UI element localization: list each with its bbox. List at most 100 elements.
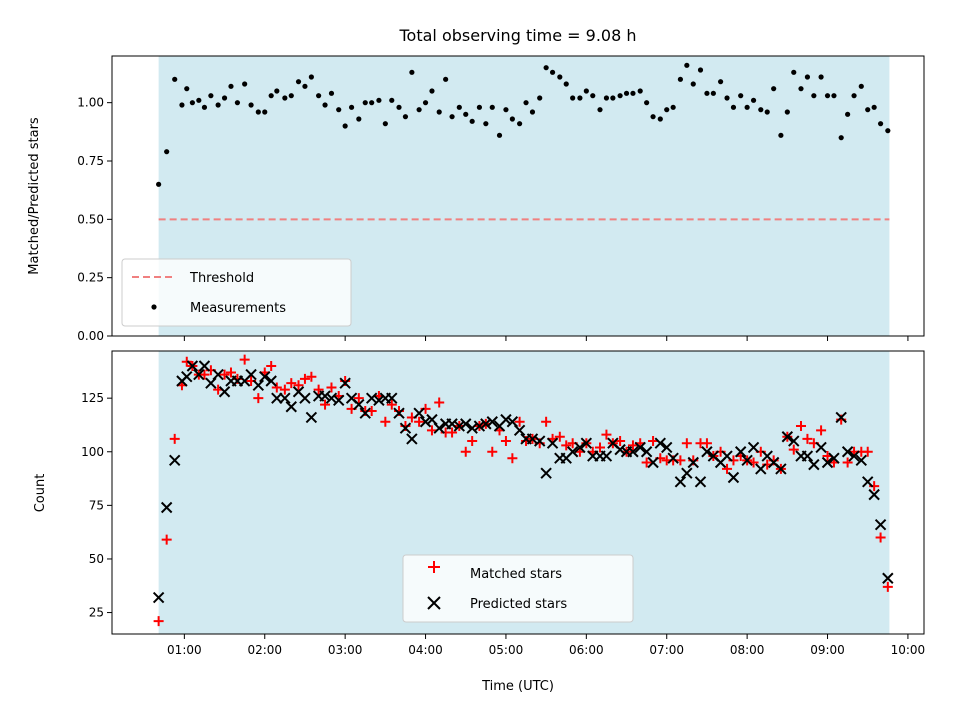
matched-star-point — [306, 371, 317, 382]
measurement-point — [295, 79, 302, 85]
ratio-plot-frame — [111, 55, 925, 337]
matched-star-point — [701, 438, 712, 449]
measurement-point — [563, 81, 569, 87]
predicted-star-point — [181, 371, 193, 383]
predicted-star-point — [299, 392, 311, 404]
measurement-point — [268, 93, 274, 99]
matched-star-point — [293, 380, 304, 391]
measurement-point — [221, 95, 228, 101]
measurement-point — [164, 149, 170, 155]
matched-star-point — [507, 453, 518, 464]
matched-star-point — [601, 429, 612, 440]
measurement-point — [549, 69, 556, 75]
matched-star-point — [500, 436, 511, 447]
measurement-point — [583, 88, 589, 94]
measurement-point — [449, 114, 455, 120]
matched-star-point — [875, 532, 886, 543]
measurement-point — [308, 74, 314, 80]
matched-stars-legend-label: Matched stars — [470, 567, 562, 582]
measurement-point — [710, 90, 716, 96]
predicted-star-point — [727, 471, 740, 484]
measurement-point — [871, 104, 877, 110]
matched-star-point — [225, 367, 236, 378]
predicted-star-point — [353, 398, 365, 411]
matched-star-point — [460, 446, 471, 457]
matched-star-point — [434, 397, 445, 408]
measurement-point — [670, 104, 676, 110]
measurement-point — [274, 88, 280, 94]
matched-star-point — [795, 421, 806, 432]
counts-panel: 25 50 75 100 125 01:00 02:00 03:00 04:00 05:00 06… — [33, 350, 925, 694]
predicted-star-point — [855, 454, 867, 467]
predicted-star-point — [701, 446, 713, 458]
predicted-star-point — [500, 413, 512, 426]
measurement-point — [637, 88, 643, 94]
matched-star-point — [561, 440, 572, 451]
matched-star-point — [380, 416, 391, 427]
matched-star-point — [239, 354, 250, 365]
measurement-point — [362, 100, 368, 106]
count-points — [152, 354, 894, 627]
measurement-point — [798, 86, 804, 92]
predicted-star-point — [647, 456, 659, 469]
measurement-point — [764, 109, 770, 115]
measurement-point — [623, 90, 630, 96]
predicted-star-point — [821, 456, 834, 469]
measurement-points — [156, 62, 891, 187]
measurement-point — [750, 97, 757, 103]
predicted-star-point — [574, 441, 586, 454]
predicted-star-point — [741, 454, 753, 467]
matched-star-point — [554, 431, 565, 442]
matched-star-point — [816, 425, 827, 436]
predicted-star-point — [654, 437, 667, 449]
predicted-star-point — [279, 392, 291, 404]
measurement-point — [342, 123, 348, 129]
predicted-star-point — [186, 360, 199, 372]
measurement-point — [503, 107, 509, 113]
measurement-point — [228, 83, 234, 89]
predicted-star-point — [245, 368, 257, 381]
measurement-point — [590, 93, 596, 99]
measurement-point — [288, 93, 294, 99]
predicted-star-point — [460, 418, 472, 430]
predicted-star-point — [399, 422, 412, 434]
measurement-point — [543, 65, 549, 71]
measurement-point — [791, 69, 797, 75]
predicted-star-point — [406, 433, 418, 445]
measurement-point — [758, 107, 764, 113]
matched-star-point — [467, 436, 478, 447]
predicted-star-point — [815, 441, 827, 454]
measurement-point — [255, 109, 261, 115]
predicted-star-point — [788, 435, 800, 447]
measurement-point — [196, 97, 202, 103]
measurement-point — [282, 95, 288, 101]
measurement-point — [818, 74, 824, 80]
predicted-star-point — [212, 368, 224, 381]
predicted-star-point — [285, 401, 297, 413]
x-axis-label: Time (UTC) — [481, 679, 554, 694]
counts-legend-box — [402, 554, 634, 623]
matched-star-point — [169, 433, 180, 444]
x-tick-label: 01:00 — [167, 643, 202, 657]
x-tick-label: 02:00 — [247, 643, 282, 657]
predicted-star-point — [694, 476, 707, 488]
predicted-star-point — [540, 467, 552, 479]
matched-star-point — [802, 433, 813, 444]
measurement-point — [422, 100, 429, 106]
x-tick-label: 05:00 — [489, 643, 524, 657]
matched-star-point — [320, 399, 331, 410]
predicted-star-point — [419, 416, 432, 428]
matched-star-point — [487, 446, 498, 457]
y-tick-label: 50 — [89, 552, 104, 566]
predicted-star-point — [627, 446, 639, 458]
measurement-point — [885, 128, 891, 134]
predicted-star-point — [546, 437, 559, 449]
predicted-star-point — [413, 407, 425, 419]
measurement-point — [262, 109, 268, 115]
matched-star-point — [153, 616, 164, 627]
predicted-star-point — [661, 441, 673, 454]
x-tick-label: 04:00 — [408, 643, 443, 657]
measurement-point — [610, 95, 616, 101]
measurement-point — [738, 93, 744, 99]
